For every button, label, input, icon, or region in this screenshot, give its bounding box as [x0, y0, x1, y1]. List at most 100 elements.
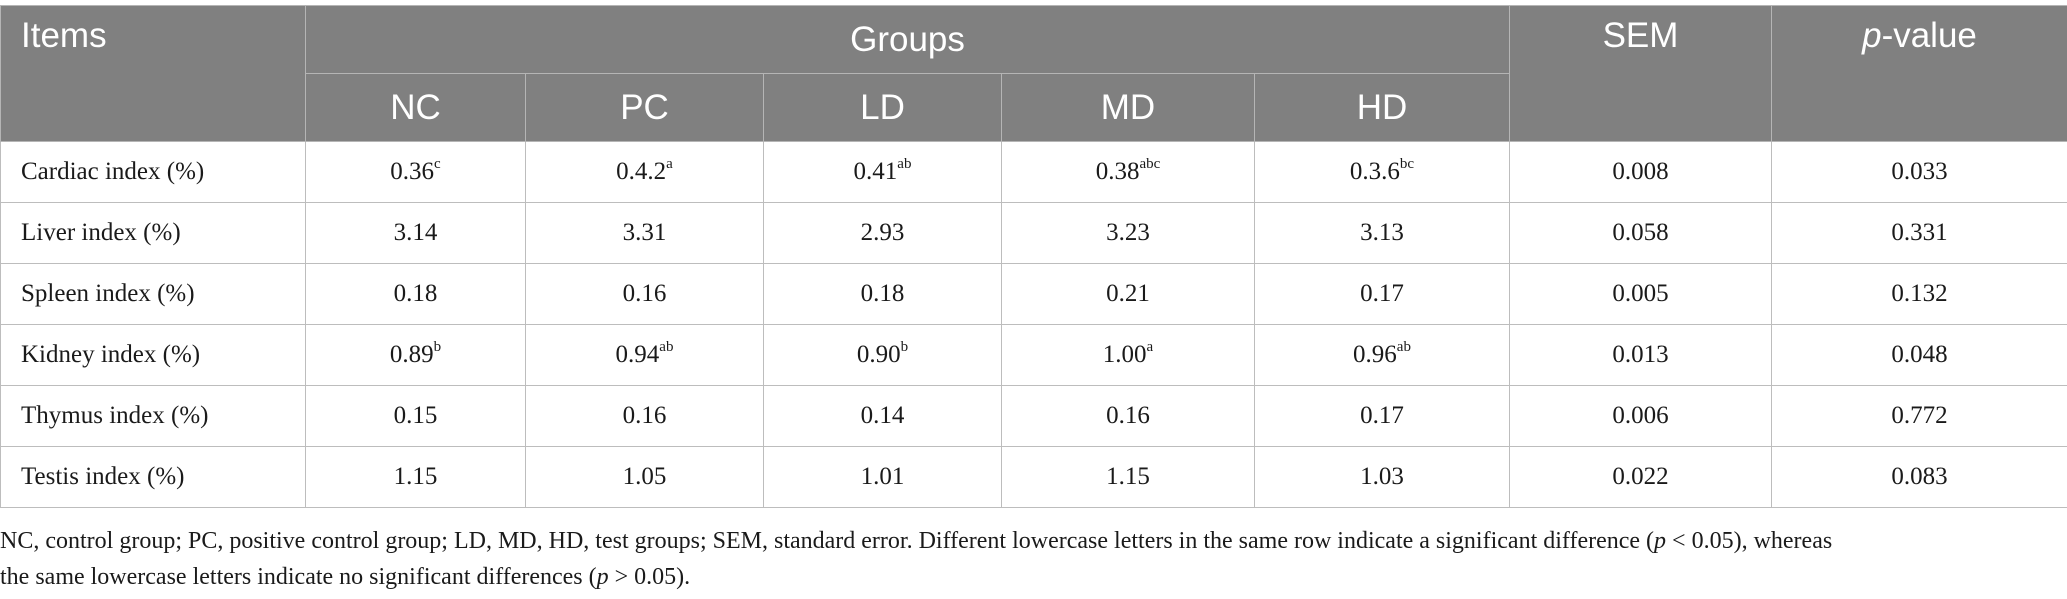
- header-sem: SEM: [1509, 5, 1772, 142]
- table-row: Testis index (%) 1.15 1.05 1.01 1.15 1.03 0.02…: [0, 446, 2067, 508]
- cell-value: 0.3.6: [1349, 158, 1400, 185]
- cell-value: 0.94: [615, 341, 660, 368]
- row-label: Cardiac index (%): [0, 141, 306, 203]
- cell-value: 0.41: [853, 158, 898, 185]
- row-label: Thymus index (%): [0, 385, 306, 447]
- table-cell: 3.23: [1001, 202, 1255, 264]
- table-cell: 0.38abc: [1001, 141, 1255, 203]
- p-value-suffix: -value: [1881, 16, 1977, 55]
- cell-value: 1.00: [1102, 341, 1147, 368]
- footnote-p-1: p: [1654, 528, 1667, 554]
- footnote-p-2: p: [596, 564, 609, 590]
- cell-value: 0.18: [860, 280, 905, 307]
- table-cell: 0.94ab: [525, 324, 764, 386]
- row-label: Kidney index (%): [0, 324, 306, 386]
- cell-value: 0.38: [1095, 158, 1140, 185]
- table-cell: 0.4.2a: [525, 141, 764, 203]
- table-cell: 0.90b: [763, 324, 1002, 386]
- significance-letters: c: [434, 155, 441, 172]
- significance-letters: ab: [659, 338, 674, 355]
- p-italic: p: [1862, 16, 1882, 55]
- cell-value: 3.23: [1106, 219, 1150, 246]
- table-cell: 3.13: [1254, 202, 1510, 264]
- cell-value: 0.16: [1106, 402, 1150, 429]
- cell-value: 3.14: [393, 219, 438, 246]
- footnote-text-3: the same lowercase letters indicate no s…: [0, 564, 597, 590]
- header-pc: PC: [525, 73, 764, 142]
- cell-value: 1.15: [393, 463, 438, 490]
- cell-value: 0.15: [393, 402, 438, 429]
- table-cell: 0.17: [1254, 385, 1510, 447]
- cell-value: 0.16: [622, 402, 667, 429]
- row-label: Spleen index (%): [0, 263, 306, 325]
- table-cell: 0.18: [763, 263, 1002, 325]
- table-row: Cardiac index (%) 0.36c 0.4.2a 0.41ab 0.38ab…: [0, 141, 2067, 203]
- table-cell: 0.89b: [305, 324, 526, 386]
- header-hd: HD: [1254, 73, 1510, 142]
- table-cell: 3.31: [525, 202, 764, 264]
- sem-cell: 0.005: [1509, 263, 1772, 325]
- p-value-cell: 0.083: [1771, 446, 2067, 508]
- cell-value: 0.36: [390, 158, 435, 185]
- p-value-cell: 0.772: [1771, 385, 2067, 447]
- significance-letters: b: [433, 338, 442, 355]
- significance-letters: abc: [1139, 155, 1161, 172]
- table-cell: 0.15: [305, 385, 526, 447]
- table-cell: 0.16: [525, 385, 764, 447]
- significance-letters: a: [666, 155, 673, 172]
- cell-value: 0.16: [622, 280, 667, 307]
- table-cell: 0.17: [1254, 263, 1510, 325]
- cell-value: 0.90: [856, 341, 901, 368]
- p-value-cell: 0.132: [1771, 263, 2067, 325]
- table-cell: 0.36c: [305, 141, 526, 203]
- cell-value: 1.01: [860, 463, 905, 490]
- p-value-cell: 0.048: [1771, 324, 2067, 386]
- table-cell: 0.16: [525, 263, 764, 325]
- table-cell: 0.16: [1001, 385, 1255, 447]
- sem-cell: 0.022: [1509, 446, 1772, 508]
- table-cell: 1.15: [305, 446, 526, 508]
- sem-cell: 0.058: [1509, 202, 1772, 264]
- cell-value: 0.14: [860, 402, 905, 429]
- table-cell: 0.3.6bc: [1254, 141, 1510, 203]
- table-cell: 1.15: [1001, 446, 1255, 508]
- table-cell: 1.05: [525, 446, 764, 508]
- header-groups: Groups: [305, 5, 1510, 74]
- cell-value: 0.21: [1106, 280, 1150, 307]
- cell-value: 3.13: [1360, 219, 1404, 246]
- cell-value: 3.31: [622, 219, 667, 246]
- cell-value: 0.17: [1360, 402, 1404, 429]
- p-value-cell: 0.033: [1771, 141, 2067, 203]
- table-body: Cardiac index (%) 0.36c 0.4.2a 0.41ab 0.38ab…: [0, 141, 2067, 508]
- table-cell: 0.96ab: [1254, 324, 1510, 386]
- table-row: Thymus index (%) 0.15 0.16 0.14 0.16 0.17 0.00…: [0, 385, 2067, 447]
- header-ld: LD: [763, 73, 1002, 142]
- row-label: Testis index (%): [0, 446, 306, 508]
- header-items: Items: [0, 5, 306, 142]
- significance-letters: b: [900, 338, 909, 355]
- footnote-text-4: > 0.05).: [608, 564, 691, 590]
- p-value-cell: 0.331: [1771, 202, 2067, 264]
- cell-value: 0.18: [393, 280, 438, 307]
- table-cell: 0.21: [1001, 263, 1255, 325]
- cell-value: 1.03: [1360, 463, 1404, 490]
- sem-cell: 0.006: [1509, 385, 1772, 447]
- cell-value: 0.96: [1353, 341, 1397, 368]
- table-row: Spleen index (%) 0.18 0.16 0.18 0.21 0.17 0.00…: [0, 263, 2067, 325]
- cell-value: 0.89: [389, 341, 434, 368]
- footnote-text-2: < 0.05), whereas: [1666, 528, 1833, 554]
- table-cell: 0.18: [305, 263, 526, 325]
- sem-cell: 0.008: [1509, 141, 1772, 203]
- significance-letters: a: [1146, 338, 1154, 355]
- header-p-value: p-value: [1771, 5, 2067, 142]
- significance-letters: ab: [897, 155, 912, 172]
- data-table: Items Groups SEM p-value NC PC LD MD HD …: [0, 5, 2067, 508]
- cell-value: 2.93: [860, 219, 905, 246]
- header-md: MD: [1001, 73, 1255, 142]
- cell-value: 1.15: [1106, 463, 1150, 490]
- table-cell: 1.03: [1254, 446, 1510, 508]
- significance-letters: ab: [1396, 338, 1411, 355]
- significance-letters: bc: [1399, 155, 1415, 172]
- table-cell: 1.01: [763, 446, 1002, 508]
- table-cell: 0.14: [763, 385, 1002, 447]
